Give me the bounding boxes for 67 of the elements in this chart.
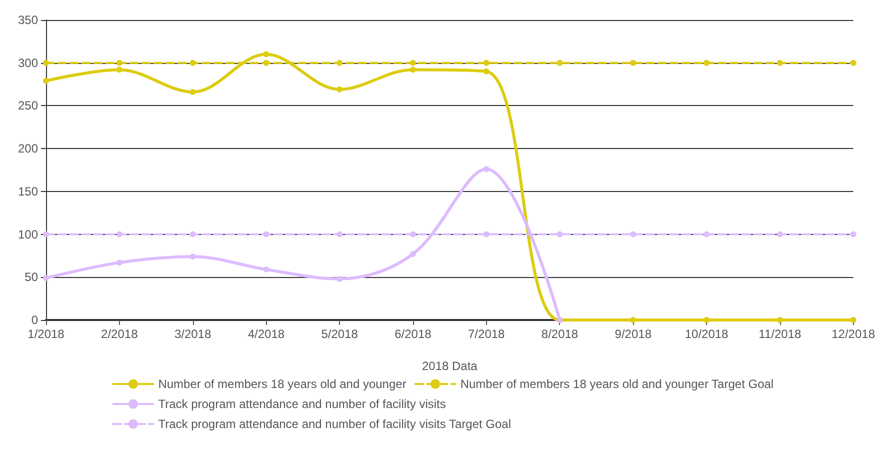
y-tick-label: 300 xyxy=(18,56,38,70)
x-tick-label: 3/2018 xyxy=(174,327,212,341)
point xyxy=(630,317,636,323)
x-tick-label: 7/2018 xyxy=(468,327,506,341)
point xyxy=(336,231,343,238)
point xyxy=(336,276,343,282)
point xyxy=(630,231,636,238)
legend-label: Track program attendance and number of facility visits Target Goal xyxy=(158,417,512,431)
x-tick-label: 6/2018 xyxy=(394,327,432,341)
point xyxy=(336,86,343,92)
point xyxy=(704,317,710,323)
x-tick-label: 11/2018 xyxy=(758,327,802,341)
y-tick-label: 350 xyxy=(18,13,38,27)
x-tick-label: 12/2018 xyxy=(832,327,876,341)
y-tick-label: 150 xyxy=(18,184,38,198)
point xyxy=(850,231,856,238)
x-tick-label: 10/2018 xyxy=(684,327,729,341)
y-tick-label: 0 xyxy=(31,313,38,327)
point xyxy=(410,60,416,66)
point xyxy=(556,231,563,238)
point xyxy=(556,60,563,66)
y-tick-label: 50 xyxy=(24,270,38,284)
point xyxy=(336,60,343,66)
x-tick-label: 5/2018 xyxy=(321,327,358,341)
point xyxy=(116,60,122,66)
point xyxy=(704,60,710,66)
point xyxy=(483,60,490,66)
point xyxy=(116,260,122,266)
x-tick-label: 4/2018 xyxy=(248,327,285,341)
legend-label: Number of members 18 years old and younger Target Goal xyxy=(460,377,774,391)
point xyxy=(190,231,196,238)
point xyxy=(263,266,270,272)
point xyxy=(704,231,710,238)
y-tick-label: 100 xyxy=(18,227,38,242)
point xyxy=(190,254,196,260)
point xyxy=(483,166,490,172)
point xyxy=(410,251,416,257)
point xyxy=(43,231,49,238)
point xyxy=(850,317,856,323)
point xyxy=(776,60,783,66)
x-tick-label: 2/2018 xyxy=(101,327,138,341)
point xyxy=(850,60,856,66)
point xyxy=(43,60,49,66)
point xyxy=(116,231,122,238)
point xyxy=(43,78,49,84)
point xyxy=(263,231,270,238)
point xyxy=(483,68,490,74)
x-axis-title: 2018 Data xyxy=(422,359,478,373)
point xyxy=(410,66,416,73)
point xyxy=(776,317,783,323)
point xyxy=(263,51,270,58)
point xyxy=(483,231,490,238)
point xyxy=(43,275,49,281)
point xyxy=(116,66,122,73)
legend-label: Number of members 18 years old and younger xyxy=(158,377,406,391)
x-tick-label: 1/2018 xyxy=(28,327,65,341)
x-tick-label: 9/2018 xyxy=(614,327,652,341)
point xyxy=(190,89,196,95)
y-tick-label: 250 xyxy=(18,98,38,113)
y-tick-label: 200 xyxy=(18,142,38,156)
point xyxy=(263,60,270,66)
legend-label: Track program attendance and number of facility visits xyxy=(158,397,446,411)
x-tick-label: 8/2018 xyxy=(541,327,578,341)
point xyxy=(190,60,196,66)
point xyxy=(410,231,416,238)
point xyxy=(630,60,636,66)
point xyxy=(776,231,783,238)
